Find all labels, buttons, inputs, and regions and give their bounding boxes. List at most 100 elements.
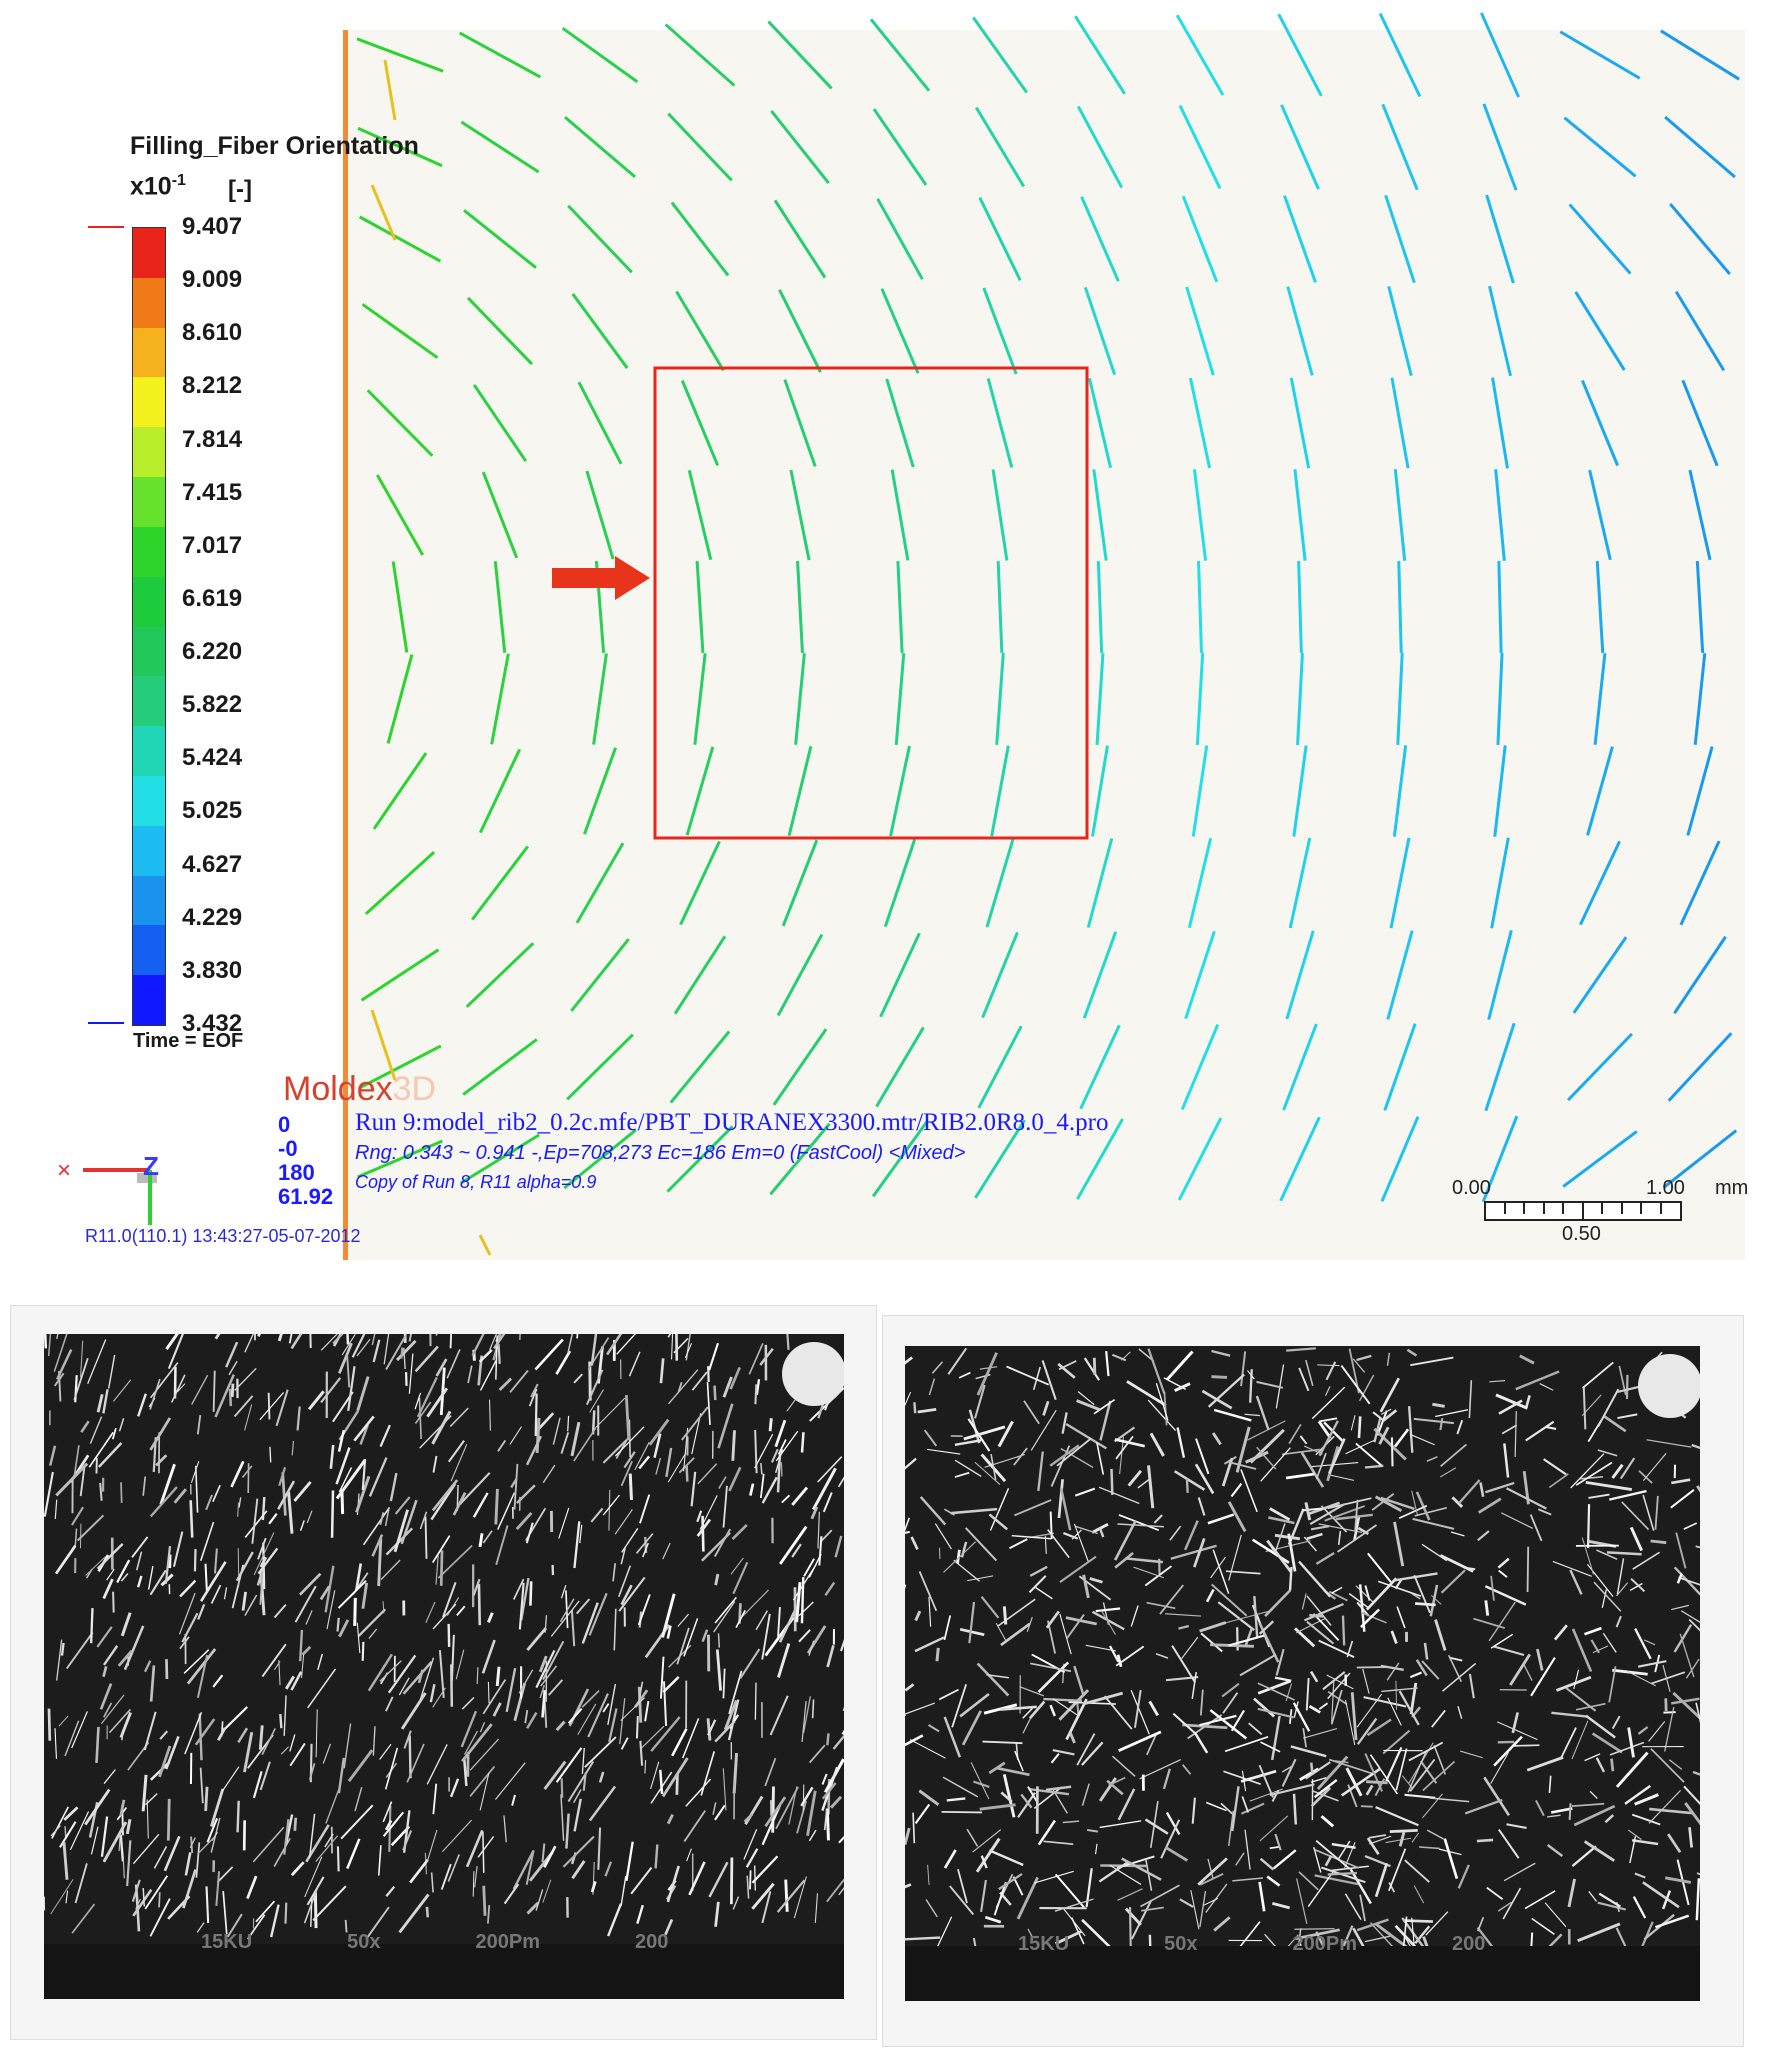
sem-fiber (808, 1744, 826, 1764)
sem-fiber (1345, 1767, 1363, 1797)
sem-fiber (1573, 1669, 1580, 1690)
sem-fiber (1169, 1525, 1182, 1541)
sem-fiber (1377, 1580, 1422, 1597)
sem-fiber (1403, 1919, 1433, 1923)
sem-fiber (1344, 1893, 1362, 1920)
sem-fiber (1368, 1834, 1387, 1839)
sem-fiber (637, 1681, 644, 1704)
sem-fiber (662, 1675, 680, 1694)
sem-fiber (1367, 1552, 1392, 1583)
sem-fiber (486, 1612, 494, 1623)
sem-fiber (123, 1625, 145, 1671)
sem-fiber (325, 1785, 341, 1824)
sem-fiber (1411, 1832, 1420, 1843)
sem-fiber (149, 1898, 171, 1937)
sem-fiber (1662, 1664, 1671, 1692)
fiber-glyph (1188, 377, 1212, 469)
sem-fiber (431, 1410, 452, 1445)
sem-fiber (691, 1371, 708, 1391)
sem-fiber (1374, 1495, 1403, 1513)
sem-fiber (539, 1685, 545, 1699)
sem-fiber (722, 1376, 733, 1398)
sem-fiber (659, 1358, 665, 1384)
sem-fiber (761, 1804, 782, 1846)
fiber-glyph (1588, 469, 1612, 561)
sem-fiber (1359, 1894, 1366, 1922)
sem-fiber (801, 1701, 807, 1743)
sem-fiber (663, 1681, 668, 1727)
fiber-glyph (1586, 746, 1614, 836)
sem-fiber (681, 1406, 709, 1441)
legend-tick-label: 9.407 (182, 213, 243, 240)
sem-fiber (84, 1788, 111, 1826)
sem-fiber (1253, 1595, 1259, 1637)
sem-fiber (223, 1706, 249, 1731)
sem-fiber (472, 1871, 475, 1897)
sem-fiber (931, 1361, 944, 1374)
fiber-glyph (1568, 203, 1632, 275)
sem-fiber (761, 1613, 771, 1660)
sem-fiber (1355, 1585, 1375, 1604)
legend-tick-label: 7.814 (182, 425, 243, 453)
sem-fiber (1525, 1394, 1531, 1408)
sem-fiber (371, 1534, 384, 1557)
sem-fiber (1066, 1613, 1085, 1639)
fiber-glyph (776, 933, 824, 1017)
sem-fiber (164, 1735, 180, 1770)
sem-fiber (800, 1786, 814, 1807)
sem-fiber (1149, 1432, 1165, 1457)
sem-fiber (1240, 1469, 1258, 1513)
fiber-glyph (693, 653, 707, 745)
sem-fiber (1303, 1536, 1317, 1552)
sem-fiber (1178, 1624, 1190, 1630)
sem-fiber (159, 1730, 169, 1740)
sem-fiber (1691, 1443, 1700, 1450)
sem-fiber (196, 1654, 209, 1698)
sem-fiber (135, 1898, 141, 1910)
fiber-glyph (585, 470, 615, 560)
fiber-glyph (1487, 930, 1513, 1020)
sem-fiber (1376, 1410, 1388, 1436)
sem-fiber (71, 1506, 84, 1526)
sem-fiber (1030, 1409, 1057, 1451)
sem-fiber (1624, 1784, 1651, 1805)
sem-fiber (1124, 1907, 1142, 1926)
fiber-glyph (1187, 837, 1213, 929)
sem-fiber (354, 1786, 363, 1812)
sem-fiber (194, 1718, 216, 1746)
fiber-glyph (666, 1125, 734, 1193)
sem-fiber (542, 1464, 556, 1484)
sem-fiber (190, 1461, 200, 1483)
sem-fiber (1410, 1592, 1421, 1600)
sem-fiber (526, 1627, 548, 1651)
sem-fiber (74, 1528, 78, 1548)
sem-fiber (708, 1342, 719, 1371)
sem-fiber (587, 1693, 609, 1738)
sem-fiber (728, 1466, 742, 1492)
sem-fiber (477, 1835, 495, 1858)
fiber-glyph (1293, 469, 1307, 561)
sem-fiber (237, 1727, 249, 1743)
sem-fiber (441, 1819, 473, 1853)
sem-fiber (989, 1488, 1010, 1531)
fiber-glyph-field (356, 12, 1740, 1256)
sem-fiber (48, 1445, 57, 1466)
sem-fiber (241, 1465, 253, 1479)
fiber-glyph (1688, 469, 1712, 561)
sem-fiber (543, 1760, 567, 1790)
sem-fiber (1410, 1356, 1454, 1367)
sem-fiber (1241, 1770, 1247, 1792)
sem-fiber (425, 1906, 430, 1918)
sem-fiber (1447, 1654, 1462, 1683)
sem-fiber (1456, 1419, 1464, 1435)
sem-fiber (1688, 1827, 1693, 1848)
sem-fiber (1419, 1760, 1438, 1784)
sem-fiber (244, 1594, 258, 1617)
sem-fiber (1324, 1505, 1366, 1522)
sem-fiber (326, 1590, 336, 1630)
sem-fiber (1483, 1776, 1511, 1816)
sem-fiber (1062, 1532, 1079, 1540)
version-timestamp: R11.0(110.1) 13:43:27-05-07-2012 (85, 1226, 361, 1246)
sem-fiber (471, 1334, 485, 1357)
sem-fiber (1272, 1849, 1297, 1870)
